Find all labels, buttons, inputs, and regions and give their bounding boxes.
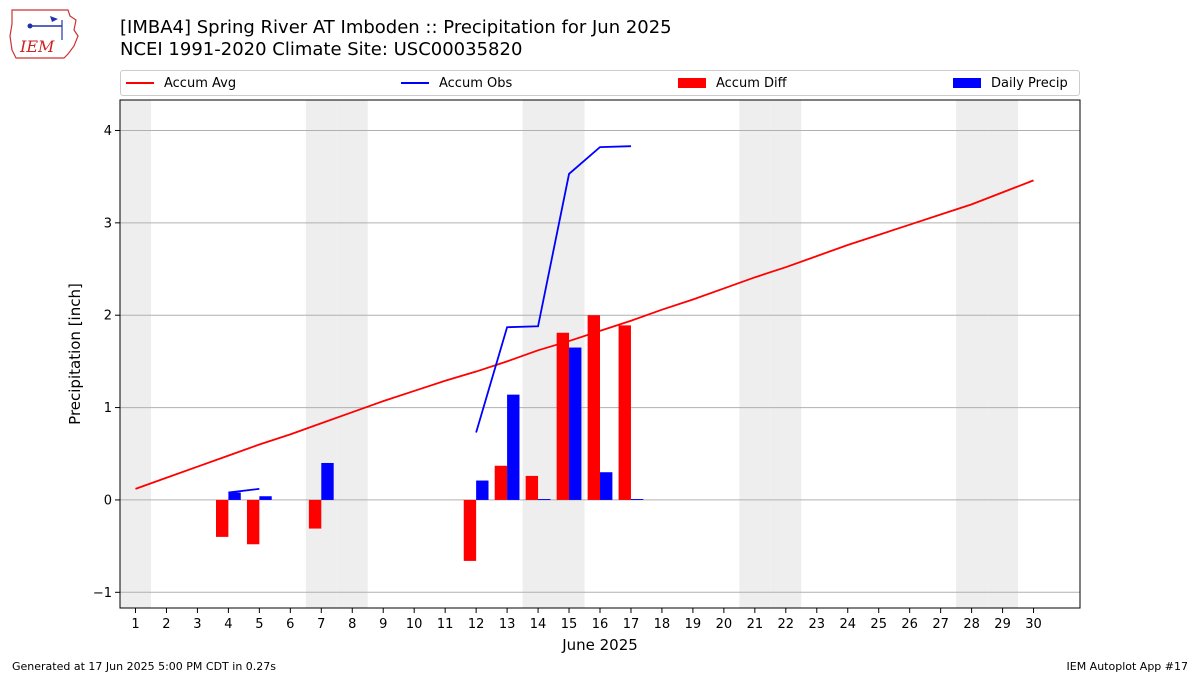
x-tick-label: 24 xyxy=(839,617,856,632)
daily-precip-bar xyxy=(259,496,272,500)
chart-subtitle: NCEI 1991-2020 Climate Site: USC00035820 xyxy=(120,39,523,60)
plot-frame xyxy=(119,99,1081,609)
y-tick-label: 4 xyxy=(104,124,112,139)
accum-diff-bar xyxy=(618,325,631,500)
x-tick-label: 15 xyxy=(561,617,578,632)
x-tick-label: 1 xyxy=(131,617,139,632)
y-tick-label: 2 xyxy=(104,309,112,324)
weekend-band xyxy=(987,100,1019,608)
x-tick-label: 22 xyxy=(778,617,795,632)
daily-precip-bar xyxy=(630,499,644,500)
x-tick-label: 30 xyxy=(1025,617,1042,632)
x-tick-label: 5 xyxy=(255,617,263,632)
legend: Accum Avg Accum Obs Accum Diff Daily Pre… xyxy=(120,70,1080,96)
x-tick-label: 18 xyxy=(654,617,671,632)
legend-item-accum-obs: Accum Obs xyxy=(401,71,512,95)
x-tick-label: 14 xyxy=(530,617,547,632)
logo-text: IEM xyxy=(19,37,55,56)
legend-item-accum-avg: Accum Avg xyxy=(126,71,236,95)
weekend-band xyxy=(305,100,337,608)
daily-precip-bar xyxy=(600,472,613,500)
daily-precip-bar xyxy=(538,499,551,500)
x-tick-label: 7 xyxy=(317,617,325,632)
legend-item-daily-precip: Daily Precip xyxy=(953,71,1068,95)
legend-label-accum-diff: Accum Diff xyxy=(716,75,787,91)
x-tick-label: 26 xyxy=(901,617,918,632)
x-axis-label: June 2025 xyxy=(561,636,638,654)
accum-obs-line xyxy=(228,487,260,494)
x-tick-label: 23 xyxy=(809,617,826,632)
x-tick-label: 28 xyxy=(963,617,980,632)
accum-diff-bar xyxy=(587,315,600,500)
accum-diff-bar xyxy=(525,475,539,500)
chart-title: [IMBA4] Spring River AT Imboden :: Preci… xyxy=(120,17,672,38)
y-tick-label: 0 xyxy=(104,493,112,508)
accum-diff-bar xyxy=(216,499,229,537)
legend-swatch-accum-diff xyxy=(678,78,706,88)
daily-precip-bar xyxy=(507,394,520,500)
x-tick-label: 4 xyxy=(224,617,232,632)
x-tick-label: 3 xyxy=(193,617,201,632)
daily-precip-bar xyxy=(476,480,489,500)
daily-precip-bar xyxy=(569,347,582,500)
weekend-band xyxy=(336,100,368,608)
x-tick-label: 12 xyxy=(468,617,485,632)
accum-diff-bar xyxy=(246,499,260,545)
x-tick-label: 2 xyxy=(162,617,170,632)
legend-label-accum-avg: Accum Avg xyxy=(164,75,237,91)
weekend-band xyxy=(739,100,771,608)
x-tick-label: 11 xyxy=(437,617,454,632)
accum-diff-bar xyxy=(556,332,570,500)
weekend-band xyxy=(770,100,802,608)
accum-diff-bar xyxy=(308,499,322,529)
daily-precip-bar xyxy=(321,462,334,500)
legend-item-accum-diff: Accum Diff xyxy=(678,71,787,95)
x-tick-label: 20 xyxy=(716,617,733,632)
x-tick-label: 9 xyxy=(379,617,387,632)
x-tick-label: 13 xyxy=(499,617,516,632)
iem-logo: IEM xyxy=(9,9,79,59)
x-tick-label: 8 xyxy=(348,617,356,632)
x-tick-label: 10 xyxy=(406,617,423,632)
y-tick-label: 3 xyxy=(104,216,112,231)
x-tick-label: 25 xyxy=(870,617,887,632)
y-tick-label: 1 xyxy=(104,401,112,416)
weekend-band xyxy=(120,100,151,608)
legend-swatch-daily-precip xyxy=(953,78,981,88)
x-tick-label: 19 xyxy=(685,617,702,632)
legend-swatch-accum-avg xyxy=(126,82,154,84)
x-tick-label: 21 xyxy=(747,617,764,632)
x-tick-label: 29 xyxy=(994,617,1011,632)
x-tick-label: 17 xyxy=(623,617,640,632)
accum-diff-bar xyxy=(463,499,477,561)
daily-precip-bar xyxy=(228,492,241,500)
x-tick-label: 16 xyxy=(592,617,609,632)
legend-label-accum-obs: Accum Obs xyxy=(439,75,513,91)
y-tick-label: −1 xyxy=(93,586,112,601)
accum-obs-line xyxy=(475,145,631,433)
legend-label-daily-precip: Daily Precip xyxy=(991,75,1068,91)
accum-avg-line xyxy=(135,179,1034,490)
x-tick-label: 6 xyxy=(286,617,294,632)
accum-diff-bar xyxy=(494,465,508,500)
x-tick-label: 27 xyxy=(932,617,949,632)
y-axis-label: Precipitation [inch] xyxy=(66,283,84,425)
generated-footer: Generated at 17 Jun 2025 5:00 PM CDT in … xyxy=(12,660,277,673)
app-footer: IEM Autoplot App #17 xyxy=(1066,660,1189,673)
weekend-band xyxy=(956,100,988,608)
legend-swatch-accum-obs xyxy=(401,82,429,84)
